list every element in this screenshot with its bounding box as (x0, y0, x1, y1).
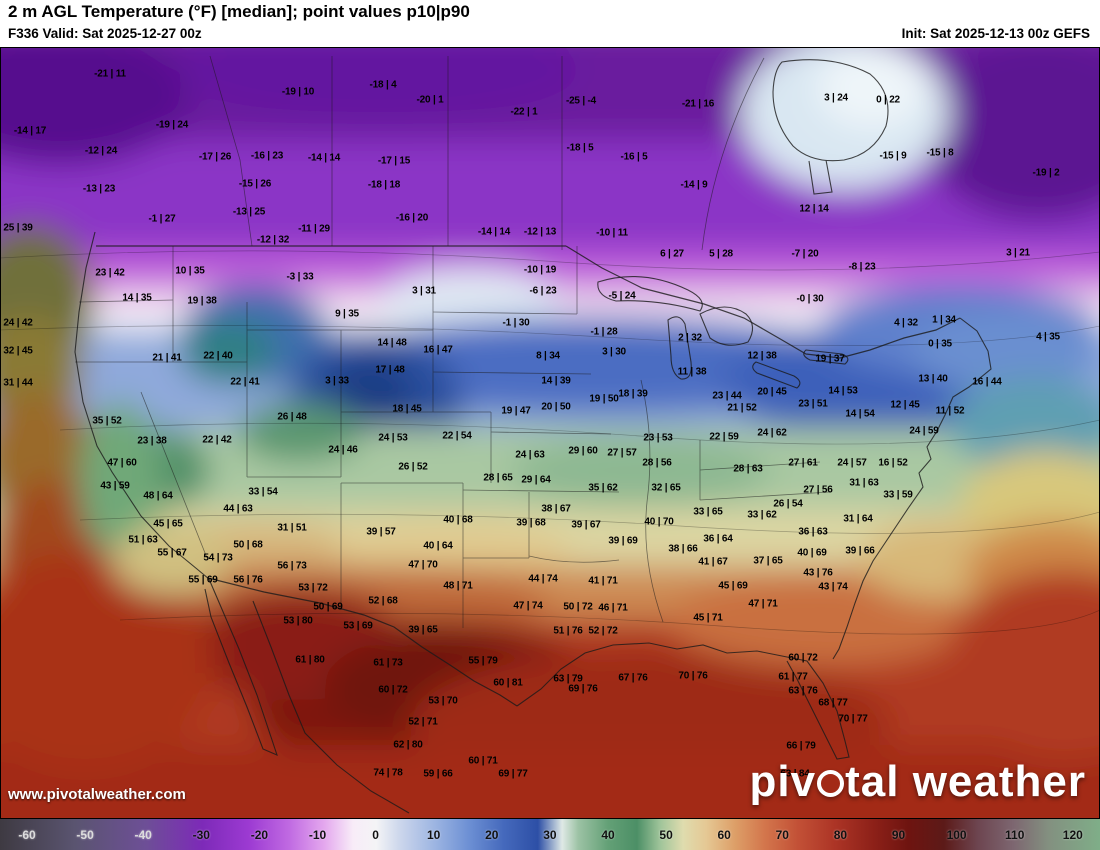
valid-time-label: F336 Valid: Sat 2025-12-27 00z (8, 26, 202, 41)
colorbar-tick: 10 (427, 828, 441, 842)
map-title: 2 m AGL Temperature (°F) [median]; point… (8, 2, 470, 21)
colorbar-tick: 70 (775, 828, 789, 842)
colorbar-tick: -30 (192, 828, 210, 842)
colorbar-tick: 20 (485, 828, 499, 842)
colorbar-tick: 90 (891, 828, 906, 842)
colorbar-tick: 40 (601, 828, 615, 842)
map-header: 2 m AGL Temperature (°F) [median]; point… (0, 0, 1100, 47)
watermark-url: www.pivotalweather.com (8, 786, 186, 803)
colorbar-tick: -50 (76, 828, 94, 842)
logo-text-right: tal weather (845, 757, 1086, 806)
colorbar-tick: -40 (134, 828, 152, 842)
colorbar-tick: -20 (250, 828, 269, 842)
logo-text-left: piv (749, 757, 817, 806)
colorbar-tick: 50 (659, 828, 673, 842)
state-borders (75, 55, 831, 628)
colorbar-tick: 120 (1062, 828, 1083, 842)
colorbar-tick: 110 (1005, 828, 1025, 842)
colorbar-tick: -10 (308, 828, 327, 842)
init-time-label: Init: Sat 2025-12-13 00z GEFS (901, 26, 1090, 41)
colorbar-tick: 0 (372, 828, 379, 842)
contour-lines (1, 250, 1099, 635)
colorbar-tick: 60 (717, 828, 731, 842)
colorbar-tick: 30 (543, 828, 557, 842)
temperature-field (1, 47, 1099, 818)
coastlines (74, 59, 992, 814)
colorbar-tick: -60 (18, 828, 36, 842)
pivotal-weather-logo: piv tal weather (750, 760, 1086, 804)
national-borders (96, 245, 961, 707)
colorbar-tick: 100 (946, 828, 967, 842)
header-subrow: F336 Valid: Sat 2025-12-27 00z Init: Sat… (8, 26, 1090, 41)
globe-icon (817, 770, 845, 797)
temperature-colorbar: -60 -50 -40 -30 -20 -10 0 10 20 30 40 50 60 70 80 90 100… (0, 818, 1100, 850)
colorbar-tick: 80 (833, 828, 848, 842)
